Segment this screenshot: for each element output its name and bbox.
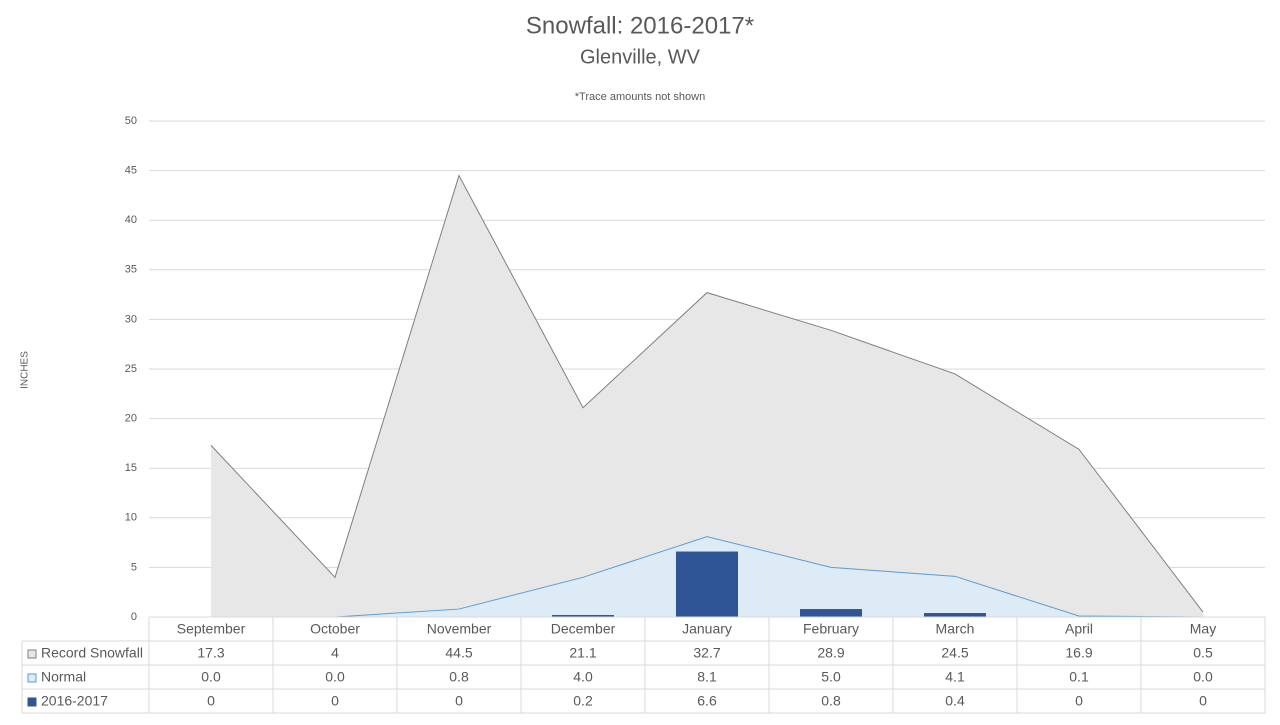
table-value: 32.7 xyxy=(693,645,720,661)
bar xyxy=(676,551,738,617)
table-value: 0.8 xyxy=(821,693,841,709)
table-value: 0 xyxy=(1199,693,1207,709)
chart-title: Snowfall: 2016-2017* xyxy=(526,12,754,39)
y-axis-label: INCHES xyxy=(20,351,31,389)
table-value: 0.0 xyxy=(325,669,345,685)
chart-note: *Trace amounts not shown xyxy=(575,91,705,103)
table-value: 4 xyxy=(331,645,339,661)
y-tick-label: 30 xyxy=(125,313,137,325)
table-value: 0.1 xyxy=(1069,669,1089,685)
y-tick-label: 5 xyxy=(131,561,137,573)
x-tick-label: January xyxy=(682,621,732,637)
y-tick-label: 35 xyxy=(125,264,137,276)
table-value: 0.4 xyxy=(945,693,965,709)
x-tick-label: May xyxy=(1190,621,1216,637)
table-value: 8.1 xyxy=(697,669,717,685)
bar xyxy=(552,615,614,617)
table-value: 21.1 xyxy=(569,645,596,661)
table-value: 0.0 xyxy=(1193,669,1213,685)
table-value: 4.1 xyxy=(945,669,965,685)
table-value: 0 xyxy=(455,693,463,709)
x-tick-label: December xyxy=(551,621,616,637)
table-value: 4.0 xyxy=(573,669,593,685)
y-tick-label: 40 xyxy=(125,214,137,226)
x-tick-label: November xyxy=(427,621,492,637)
x-tick-label: April xyxy=(1065,621,1093,637)
area-line xyxy=(210,174,1204,613)
x-tick-label: September xyxy=(177,621,246,637)
y-tick-label: 0 xyxy=(131,611,137,623)
table-value: 0 xyxy=(207,693,215,709)
table-value: 44.5 xyxy=(445,645,472,661)
legend-swatch xyxy=(27,673,37,683)
y-tick-label: 25 xyxy=(125,363,137,375)
table-value: 0.8 xyxy=(449,669,469,685)
table-value: 0 xyxy=(331,693,339,709)
table-value: 28.9 xyxy=(817,645,844,661)
y-tick-label: 15 xyxy=(125,462,137,474)
table-value: 0 xyxy=(1075,693,1083,709)
area xyxy=(211,175,1203,617)
bar xyxy=(924,613,986,617)
table-value: 0.5 xyxy=(1193,645,1213,661)
table-value: 24.5 xyxy=(941,645,968,661)
x-tick-label: October xyxy=(310,621,360,637)
y-tick-label: 50 xyxy=(125,115,137,127)
table-value: 0.2 xyxy=(573,693,593,709)
x-tick-label: February xyxy=(803,621,859,637)
table-value: 6.6 xyxy=(697,693,717,709)
table-value: 16.9 xyxy=(1065,645,1092,661)
bar xyxy=(800,609,862,617)
table-value: 0.0 xyxy=(201,669,221,685)
table-value: 5.0 xyxy=(821,669,841,685)
legend-label: Record Snowfall xyxy=(41,645,143,661)
area-line xyxy=(211,536,1204,618)
chart-subtitle: Glenville, WV xyxy=(580,46,701,68)
y-tick-label: 45 xyxy=(125,165,137,177)
y-tick-label: 20 xyxy=(125,413,137,425)
legend-label: Normal xyxy=(41,669,86,685)
table-value: 17.3 xyxy=(197,645,224,661)
y-tick-label: 10 xyxy=(125,512,137,524)
x-tick-label: March xyxy=(936,621,975,637)
legend-swatch xyxy=(27,697,37,707)
legend-label: 2016-2017 xyxy=(41,693,108,709)
legend-swatch xyxy=(27,649,37,659)
